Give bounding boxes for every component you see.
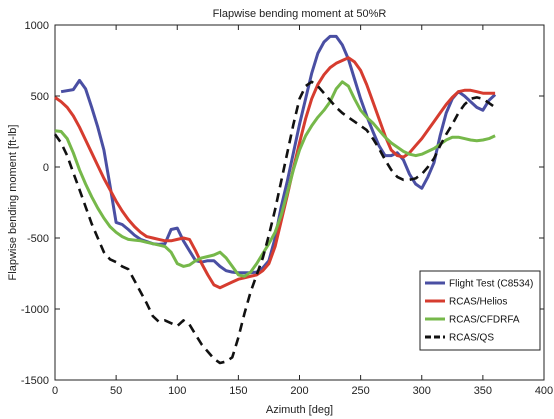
x-tick-label: 200 [290, 385, 308, 397]
legend-label: RCAS/Helios [449, 297, 507, 308]
x-axis: 0 50 100 150 200 250 300 350 400 [52, 25, 553, 397]
legend: Flight Test (C8534) RCAS/Helios RCAS/CFDRF… [419, 270, 541, 351]
x-tick-label: 350 [474, 385, 492, 397]
y-tick-label: 500 [31, 91, 49, 103]
x-axis-title: Azimuth [deg] [266, 404, 333, 416]
y-tick-label: -1500 [21, 375, 49, 387]
x-tick-label: 100 [168, 385, 186, 397]
y-tick-label: 1000 [25, 20, 49, 32]
chart-title: Flapwise bending moment at 50%R [213, 8, 387, 20]
x-tick-label: 0 [52, 385, 58, 397]
x-tick-label: 250 [351, 385, 369, 397]
x-tick-label: 400 [535, 385, 553, 397]
legend-label: Flight Test (C8534) [449, 279, 533, 290]
y-tick-label: -1000 [21, 304, 49, 316]
series-line-2 [54, 56, 496, 290]
legend-label: RCAS/CFDRFA [449, 315, 520, 326]
series-line-4 [53, 80, 496, 365]
series-layer [53, 34, 497, 365]
y-axis-title: Flapwise bending moment [ft-lb] [7, 125, 19, 281]
series-line-3 [54, 80, 496, 278]
y-axis: -1500 -1000 -500 0 500 1000 [21, 20, 544, 387]
series-line-1 [60, 34, 497, 275]
y-tick-label: 0 [43, 162, 49, 174]
legend-label: RCAS/QS [449, 333, 494, 344]
y-tick-label: -500 [27, 233, 49, 245]
x-tick-label: 50 [110, 385, 122, 397]
x-tick-label: 150 [229, 385, 247, 397]
x-tick-label: 300 [413, 385, 431, 397]
